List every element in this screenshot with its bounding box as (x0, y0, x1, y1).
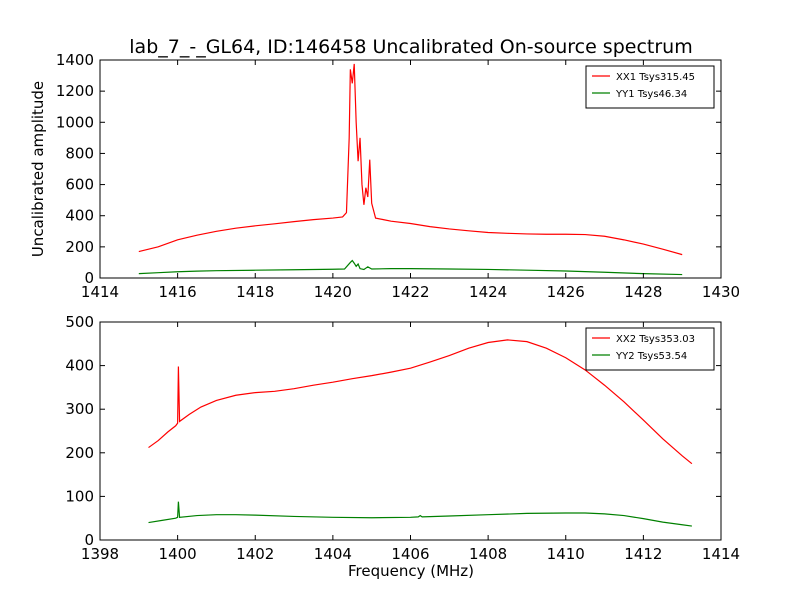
bottom-legend-label-1: XX2 Tsys353.03 (616, 334, 695, 345)
bottom-chart: 1398 1400 1402 1404 1406 1408 1410 1412 1414 0 100… (65, 313, 740, 563)
bottom-y-tick-label: 100 (65, 487, 94, 505)
bottom-legend-label-2: YY2 Tsys53.54 (615, 351, 687, 362)
bottom-x-tick-label: 1410 (547, 545, 585, 563)
top-y-tick-label: 800 (65, 144, 94, 162)
top-x-tick-label: 1422 (391, 283, 429, 301)
bottom-y-tick-label: 500 (65, 313, 94, 331)
bottom-x-tick-label: 1400 (159, 545, 197, 563)
top-y-tick-label: 400 (65, 207, 94, 225)
bottom-x-tick-label: 1412 (624, 545, 662, 563)
bottom-legend-box (585, 327, 715, 371)
bottom-x-tick-label: 1414 (702, 545, 740, 563)
top-x-tick-label: 1430 (702, 283, 740, 301)
top-legend: XX1 Tsys315.45 YY1 Tsys46.34 (585, 65, 715, 109)
top-series-line-1 (138, 63, 683, 256)
top-y-tick-label: 1200 (56, 82, 94, 100)
bottom-x-tick-label: 1404 (314, 545, 352, 563)
top-legend-label-1: XX1 Tsys315.45 (616, 72, 695, 83)
top-legend-label-2: YY1 Tsys46.34 (615, 89, 687, 100)
bottom-y-tick-label: 200 (65, 444, 94, 462)
bottom-series-line-1 (148, 339, 693, 465)
top-x-tick-label: 1418 (236, 283, 274, 301)
bottom-x-tick-label: 1408 (469, 545, 507, 563)
bottom-legend: XX2 Tsys353.03 YY2 Tsys53.54 (585, 327, 715, 371)
top-chart: 1414 1416 1418 1420 1422 1424 1426 1428 1430 0 200… (56, 51, 740, 301)
bottom-y-tick-label: 0 (84, 531, 94, 549)
top-x-tick-label: 1416 (159, 283, 197, 301)
top-y-tick-label: 0 (84, 269, 94, 287)
top-chart-title: lab_7_-_GL64, ID:146458 Uncalibrated On-… (129, 36, 692, 58)
bottom-x-tick-label: 1398 (81, 545, 119, 563)
top-y-tick-label: 200 (65, 238, 94, 256)
bottom-series-line-2 (148, 501, 692, 527)
top-y-tick-label: 1000 (56, 113, 94, 131)
bottom-y-tick-label: 300 (65, 400, 94, 418)
top-y-tick-label: 600 (65, 176, 94, 194)
top-chart-y-axis-label: Uncalibrated amplitude (29, 81, 47, 257)
top-x-tick-label: 1414 (81, 283, 119, 301)
top-x-tick-label: 1420 (314, 283, 352, 301)
top-x-tick-label: 1424 (469, 283, 507, 301)
top-series-line-2 (138, 259, 683, 276)
bottom-y-tick-label: 400 (65, 357, 94, 375)
top-x-tick-label: 1428 (624, 283, 662, 301)
top-y-tick-label: 1400 (56, 51, 94, 69)
top-x-tick-label: 1426 (547, 283, 585, 301)
bottom-x-tick-label: 1406 (391, 545, 429, 563)
bottom-x-tick-label: 1402 (236, 545, 274, 563)
bottom-chart-x-axis-label: Frequency (MHz) (348, 562, 474, 580)
top-legend-box (585, 65, 715, 109)
